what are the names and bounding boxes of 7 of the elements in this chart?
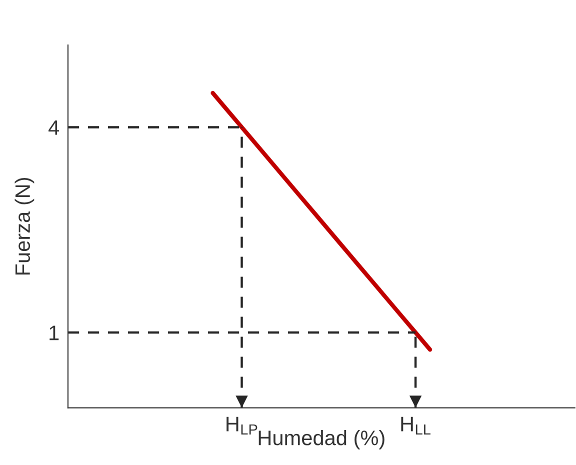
y-tick-label: 1 [50, 326, 59, 340]
y-tick-label: 4 [48, 120, 60, 135]
x-tick-label: H$_{LL}$ [401, 416, 430, 434]
x-axis-title: Humedad (%) [258, 430, 384, 450]
line-series [210, 90, 432, 352]
x-tick-label: H$_{LP}$ [226, 416, 258, 434]
y-axis-title: Fuerza (N) [14, 178, 34, 275]
